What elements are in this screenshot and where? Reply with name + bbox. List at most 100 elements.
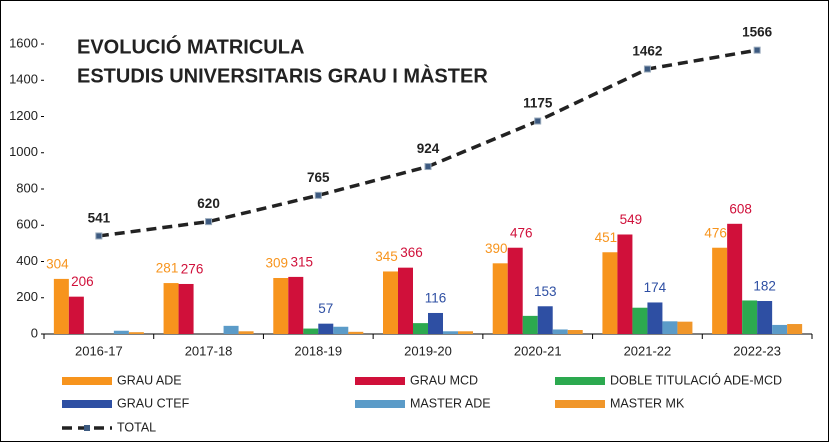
legend-swatch xyxy=(84,425,90,431)
bar xyxy=(727,223,743,334)
bar xyxy=(537,306,553,334)
bar xyxy=(757,301,773,334)
x-tick-label: 2018-19 xyxy=(294,343,342,358)
bar xyxy=(458,331,473,334)
bar xyxy=(712,247,728,334)
bar xyxy=(333,326,349,334)
data-label: 924 xyxy=(417,141,440,156)
data-label: 620 xyxy=(197,196,220,211)
legend-label: GRAU CTEF xyxy=(117,396,190,410)
data-label: 345 xyxy=(375,249,398,264)
bar xyxy=(443,331,458,334)
data-label: 315 xyxy=(291,254,314,269)
bar xyxy=(113,330,129,334)
bar xyxy=(303,328,319,334)
legend-label: DOBLE TITULACIÓ ADE-MCD xyxy=(610,372,782,387)
data-label: 608 xyxy=(729,201,752,216)
data-label: 390 xyxy=(485,241,508,256)
line-marker xyxy=(424,163,432,171)
bar xyxy=(238,331,254,334)
data-label: 451 xyxy=(595,230,618,245)
data-label: 366 xyxy=(400,245,423,260)
bar xyxy=(128,332,144,334)
data-label: 281 xyxy=(156,261,179,276)
bar xyxy=(428,312,443,334)
bar xyxy=(567,330,583,334)
bar xyxy=(348,331,364,334)
line-marker xyxy=(643,65,651,73)
legend-swatch xyxy=(555,377,605,385)
legend-swatch xyxy=(355,377,405,385)
bar xyxy=(273,277,289,334)
bar xyxy=(492,263,508,334)
bar xyxy=(383,271,398,334)
bar xyxy=(163,283,179,334)
y-tick-label: 400 xyxy=(16,253,38,268)
data-label: 476 xyxy=(510,225,533,240)
data-label: 541 xyxy=(88,211,111,226)
bar xyxy=(522,315,538,334)
line-marker xyxy=(205,218,213,226)
legend-swatch xyxy=(62,377,112,385)
bar xyxy=(742,300,758,334)
bar xyxy=(632,307,648,334)
bar xyxy=(602,252,618,334)
x-tick-label: 2022-23 xyxy=(733,343,781,358)
x-tick-label: 2019-20 xyxy=(404,343,452,358)
x-tick-label: 2020-21 xyxy=(514,343,562,358)
data-label: 1462 xyxy=(632,44,662,59)
bar xyxy=(787,324,803,334)
bar xyxy=(662,321,678,334)
legend-label: MASTER MK xyxy=(610,396,685,410)
bar xyxy=(318,323,334,334)
bar xyxy=(223,325,239,334)
bar xyxy=(53,278,69,334)
y-tick-label: 1000 xyxy=(9,144,38,159)
chart-title: ESTUDIS UNIVERSITARIS GRAU I MÀSTER xyxy=(77,64,488,87)
data-label: 116 xyxy=(425,291,447,306)
x-tick-label: 2017-18 xyxy=(185,343,233,358)
y-tick-label: 0 xyxy=(31,325,38,340)
y-tick-label: 1600 xyxy=(9,35,38,50)
legend-label: GRAU MCD xyxy=(410,373,478,387)
legend-label: TOTAL xyxy=(117,420,156,434)
legend-label: GRAU ADE xyxy=(117,373,182,387)
data-label: 1566 xyxy=(742,25,773,40)
data-label: 182 xyxy=(753,279,776,294)
bar xyxy=(288,276,304,334)
data-label: 309 xyxy=(266,256,289,271)
y-tick-label: 200 xyxy=(16,289,38,304)
bar xyxy=(647,302,663,334)
chart-title: EVOLUCIÓ MATRICULA xyxy=(77,34,304,58)
bar xyxy=(552,329,568,334)
bar xyxy=(68,296,84,334)
data-label: 549 xyxy=(620,212,643,227)
bar xyxy=(398,267,413,334)
data-label: 153 xyxy=(534,284,557,299)
bar xyxy=(413,323,428,334)
bar xyxy=(178,283,194,334)
x-tick-label: 2021-22 xyxy=(624,343,672,358)
data-label: 276 xyxy=(181,262,204,277)
y-tick-label: 800 xyxy=(16,180,38,195)
legend-swatch xyxy=(355,400,405,408)
legend-swatch xyxy=(62,400,112,408)
line-marker xyxy=(753,46,761,54)
data-label: 476 xyxy=(704,225,727,240)
legend-swatch xyxy=(555,400,605,408)
bar xyxy=(677,321,693,334)
data-label: 174 xyxy=(644,280,667,295)
bar xyxy=(507,247,523,334)
data-label: 304 xyxy=(46,256,69,271)
x-tick-label: 2016-17 xyxy=(75,343,123,358)
data-label: 765 xyxy=(307,170,330,185)
y-tick-label: 1200 xyxy=(9,108,38,123)
data-label: 57 xyxy=(318,301,333,316)
y-tick-label: 1400 xyxy=(9,72,38,87)
bar xyxy=(617,234,633,334)
bar xyxy=(772,324,788,334)
line-marker xyxy=(534,117,542,125)
line-marker xyxy=(314,191,322,199)
